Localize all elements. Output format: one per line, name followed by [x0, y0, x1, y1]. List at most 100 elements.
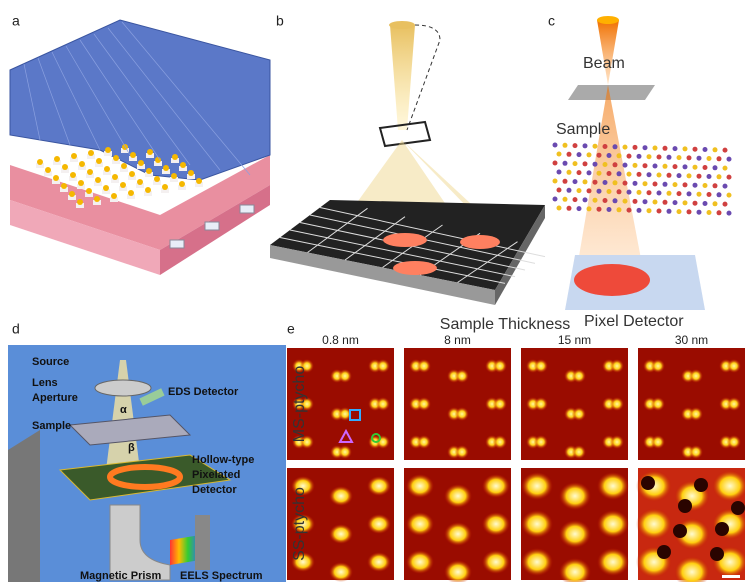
- atom: [722, 165, 728, 171]
- bump: [120, 182, 126, 188]
- detector-label: Pixelated: [192, 469, 240, 481]
- pixel-pad: [144, 191, 152, 196]
- spot: [572, 407, 586, 421]
- spot: [406, 512, 434, 536]
- pixel-pad: [87, 154, 95, 159]
- pixel-pad: [102, 189, 110, 194]
- column-label: 0.8 nm: [322, 333, 359, 347]
- spot: [455, 407, 469, 421]
- atom: [666, 208, 672, 214]
- spot: [455, 445, 469, 459]
- atom: [582, 161, 588, 167]
- atom: [592, 143, 598, 149]
- spot: [406, 550, 434, 574]
- spot: [572, 369, 586, 383]
- spot: [367, 476, 391, 496]
- dark-patch: [673, 524, 687, 538]
- spot: [300, 359, 314, 373]
- atom: [652, 145, 658, 151]
- atom: [712, 147, 718, 153]
- atom: [626, 153, 632, 159]
- sensor-grid: [23, 63, 41, 141]
- grid-line: [457, 241, 518, 283]
- pixel-pad: [76, 203, 84, 208]
- marker-triangle: [338, 428, 354, 443]
- spot: [455, 369, 469, 383]
- bump: [94, 196, 100, 202]
- substrate: [10, 155, 270, 250]
- dark-patch: [710, 547, 724, 561]
- pixel-pad: [120, 167, 128, 172]
- bump: [128, 190, 134, 196]
- row-label: MS-ptycho: [291, 366, 308, 443]
- pixel-pad: [162, 169, 170, 174]
- atom: [602, 180, 608, 185]
- pixel-pad: [171, 158, 179, 163]
- dark-patch: [678, 499, 692, 513]
- atom: [652, 163, 658, 169]
- spot: [559, 482, 591, 510]
- panel-label: d: [12, 321, 20, 337]
- marker-square: [349, 409, 361, 421]
- bump: [180, 162, 186, 168]
- pixel-pad: [119, 186, 127, 191]
- beam-cone: [597, 20, 619, 85]
- atom: [596, 188, 602, 194]
- sample-label: Sample: [556, 121, 610, 138]
- atom: [642, 181, 648, 187]
- panel-label: e: [287, 321, 295, 337]
- spot: [689, 369, 703, 383]
- atom: [576, 152, 582, 158]
- spot: [493, 359, 507, 373]
- spot: [482, 550, 510, 574]
- pixel-pad: [36, 163, 44, 168]
- spot: [597, 548, 629, 576]
- panel-label: c: [548, 13, 555, 29]
- source-label: Source: [32, 356, 69, 368]
- atom: [666, 154, 672, 160]
- atom: [686, 209, 692, 215]
- atom: [622, 162, 628, 168]
- bump: [53, 175, 59, 181]
- bump: [104, 166, 110, 172]
- spot: [338, 369, 352, 383]
- spot: [597, 510, 629, 538]
- atom: [696, 173, 702, 179]
- spot: [493, 435, 507, 449]
- spot: [610, 435, 624, 449]
- eels-detector: [195, 515, 210, 570]
- atom: [716, 192, 722, 198]
- sensor-grid: [93, 33, 191, 166]
- bump: [188, 170, 194, 176]
- atom: [702, 183, 708, 188]
- panel-label: b: [276, 13, 284, 29]
- atom: [652, 181, 658, 187]
- pixel-pad: [137, 164, 145, 169]
- spot: [651, 435, 665, 449]
- spot: [338, 445, 352, 459]
- dark-patch: [641, 476, 655, 490]
- bump: [137, 179, 143, 185]
- spot: [689, 407, 703, 421]
- atom: [566, 187, 572, 193]
- spot: [651, 397, 665, 411]
- atom: [596, 206, 602, 212]
- column-label: 8 nm: [444, 333, 471, 347]
- atom: [602, 162, 608, 167]
- atom: [552, 160, 558, 166]
- atom: [646, 172, 652, 178]
- atom: [612, 198, 618, 204]
- pad: [239, 204, 255, 214]
- pixel-pad: [86, 173, 94, 178]
- pixel-pad: [44, 171, 52, 176]
- bump: [77, 199, 83, 205]
- bump: [146, 168, 152, 174]
- panel-label: a: [12, 13, 20, 29]
- atom: [672, 182, 678, 188]
- atom: [706, 210, 712, 215]
- atom: [612, 162, 618, 168]
- bump: [54, 156, 60, 162]
- spot: [444, 484, 472, 508]
- pixel-array: [23, 21, 255, 249]
- atom: [676, 155, 682, 161]
